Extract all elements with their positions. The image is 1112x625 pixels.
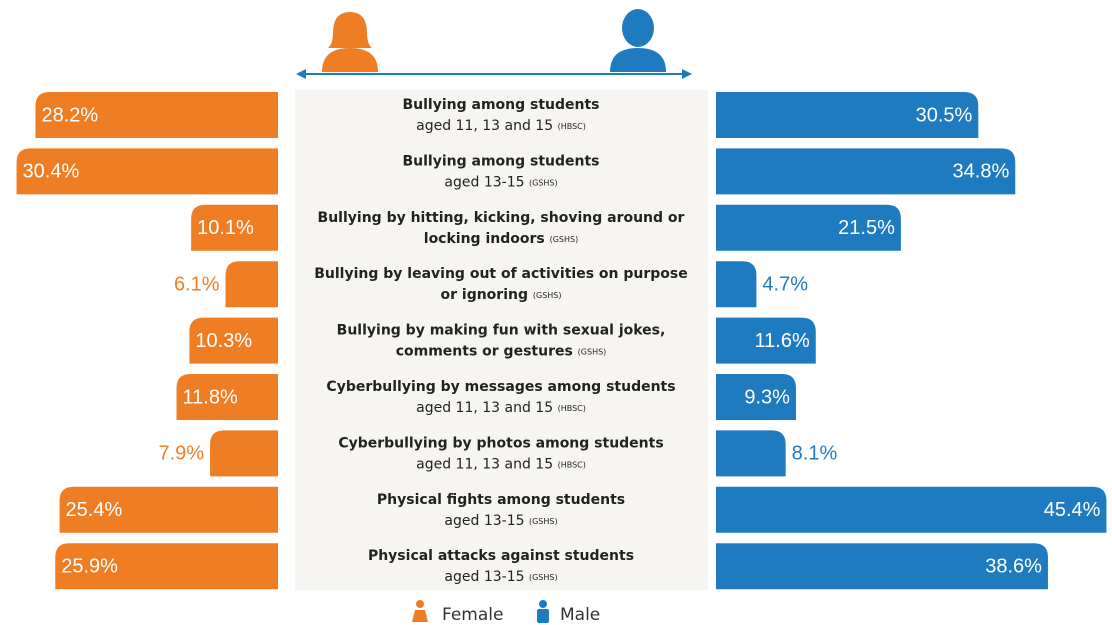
category-source: (GSHS) — [529, 516, 558, 525]
value-label: 21.5% — [838, 217, 895, 239]
category-line2-text: aged 11, 13 and 15 — [416, 456, 553, 472]
category-line2-text: or ignoring — [441, 287, 529, 303]
category-line2: aged 11, 13 and 15 (HBSC) — [416, 456, 586, 472]
value-label: 11.6% — [755, 330, 810, 352]
bar — [225, 261, 278, 308]
value-label: 8.1% — [792, 443, 838, 465]
bar — [716, 486, 1107, 533]
value-label: 34.8% — [953, 161, 1010, 183]
value-label: 25.9% — [61, 555, 118, 577]
value-label: 38.6% — [985, 555, 1042, 577]
category-source: (GSHS) — [533, 291, 562, 300]
category-line2: aged 13-15 (GSHS) — [444, 174, 557, 190]
value-label: 30.4% — [23, 161, 80, 183]
value-label: 9.3% — [744, 386, 790, 408]
bar — [59, 486, 279, 533]
category-line2-text: aged 13-15 — [444, 513, 524, 529]
value-label: 7.9% — [158, 443, 204, 465]
category-line2-text: locking indoors — [424, 231, 545, 247]
legend-label: Male — [560, 605, 600, 625]
bar — [210, 430, 278, 477]
female-icon — [322, 12, 378, 72]
category-line2: locking indoors (GSHS) — [424, 231, 578, 247]
category-source: (HBSC) — [558, 460, 586, 469]
value-label: 45.4% — [1044, 499, 1101, 521]
value-label: 11.8% — [183, 386, 238, 408]
value-label: 6.1% — [174, 273, 220, 295]
value-label: 25.4% — [66, 499, 123, 521]
category-line1: Cyberbullying by photos among students — [338, 435, 663, 451]
category-line2: comments or gestures (GSHS) — [396, 344, 607, 360]
bar — [716, 261, 757, 308]
legend-male-icon — [537, 600, 549, 623]
category-line1: Physical fights among students — [377, 492, 625, 508]
value-label: 10.3% — [195, 330, 252, 352]
category-line1: Bullying by making fun with sexual jokes… — [337, 323, 666, 339]
value-label: 4.7% — [762, 273, 808, 295]
category-line1: Bullying among students — [402, 97, 599, 113]
category-source: (GSHS) — [529, 178, 558, 187]
bar — [716, 148, 1016, 195]
category-source: (HBSC) — [558, 122, 586, 131]
category-line1: Bullying by hitting, kicking, shoving ar… — [318, 210, 685, 226]
category-source: (GSHS) — [578, 347, 607, 356]
category-line2: or ignoring (GSHS) — [441, 287, 562, 303]
category-source: (GSHS) — [529, 573, 558, 582]
category-line2: aged 11, 13 and 15 (HBSC) — [416, 400, 586, 416]
value-label: 28.2% — [41, 104, 98, 126]
category-line2-text: comments or gestures — [396, 344, 573, 360]
bar — [35, 92, 279, 138]
bar — [716, 543, 1048, 590]
male-icon — [610, 9, 666, 72]
category-line1: Cyberbullying by messages among students — [326, 379, 675, 395]
center-panel — [295, 90, 708, 590]
bar — [716, 204, 901, 251]
category-line2-text: aged 11, 13 and 15 — [416, 400, 553, 416]
bar — [176, 374, 278, 420]
bar — [189, 317, 278, 364]
value-label: 30.5% — [916, 104, 973, 126]
bar — [716, 92, 979, 138]
category-line1: Bullying among students — [402, 153, 599, 169]
category-line1: Bullying by leaving out of activities on… — [314, 266, 687, 282]
category-line1: Physical attacks against students — [368, 548, 634, 564]
category-line2: aged 13-15 (GSHS) — [444, 569, 557, 585]
category-source: (GSHS) — [550, 234, 579, 243]
bar — [191, 204, 278, 251]
category-line2: aged 11, 13 and 15 (HBSC) — [416, 118, 586, 134]
category-line2-text: aged 11, 13 and 15 — [416, 118, 553, 134]
value-label: 10.1% — [197, 217, 254, 239]
bar — [16, 148, 279, 195]
bar — [55, 543, 279, 590]
category-line2-text: aged 13-15 — [444, 569, 524, 585]
legend-label: Female — [442, 605, 503, 625]
category-line2: aged 13-15 (GSHS) — [444, 513, 557, 529]
bar — [716, 317, 816, 364]
bar — [716, 430, 786, 477]
legend-female-icon — [412, 600, 428, 622]
arrow — [296, 69, 692, 79]
category-line2-text: aged 13-15 — [444, 174, 524, 190]
category-source: (HBSC) — [558, 404, 586, 413]
bar — [716, 374, 796, 420]
